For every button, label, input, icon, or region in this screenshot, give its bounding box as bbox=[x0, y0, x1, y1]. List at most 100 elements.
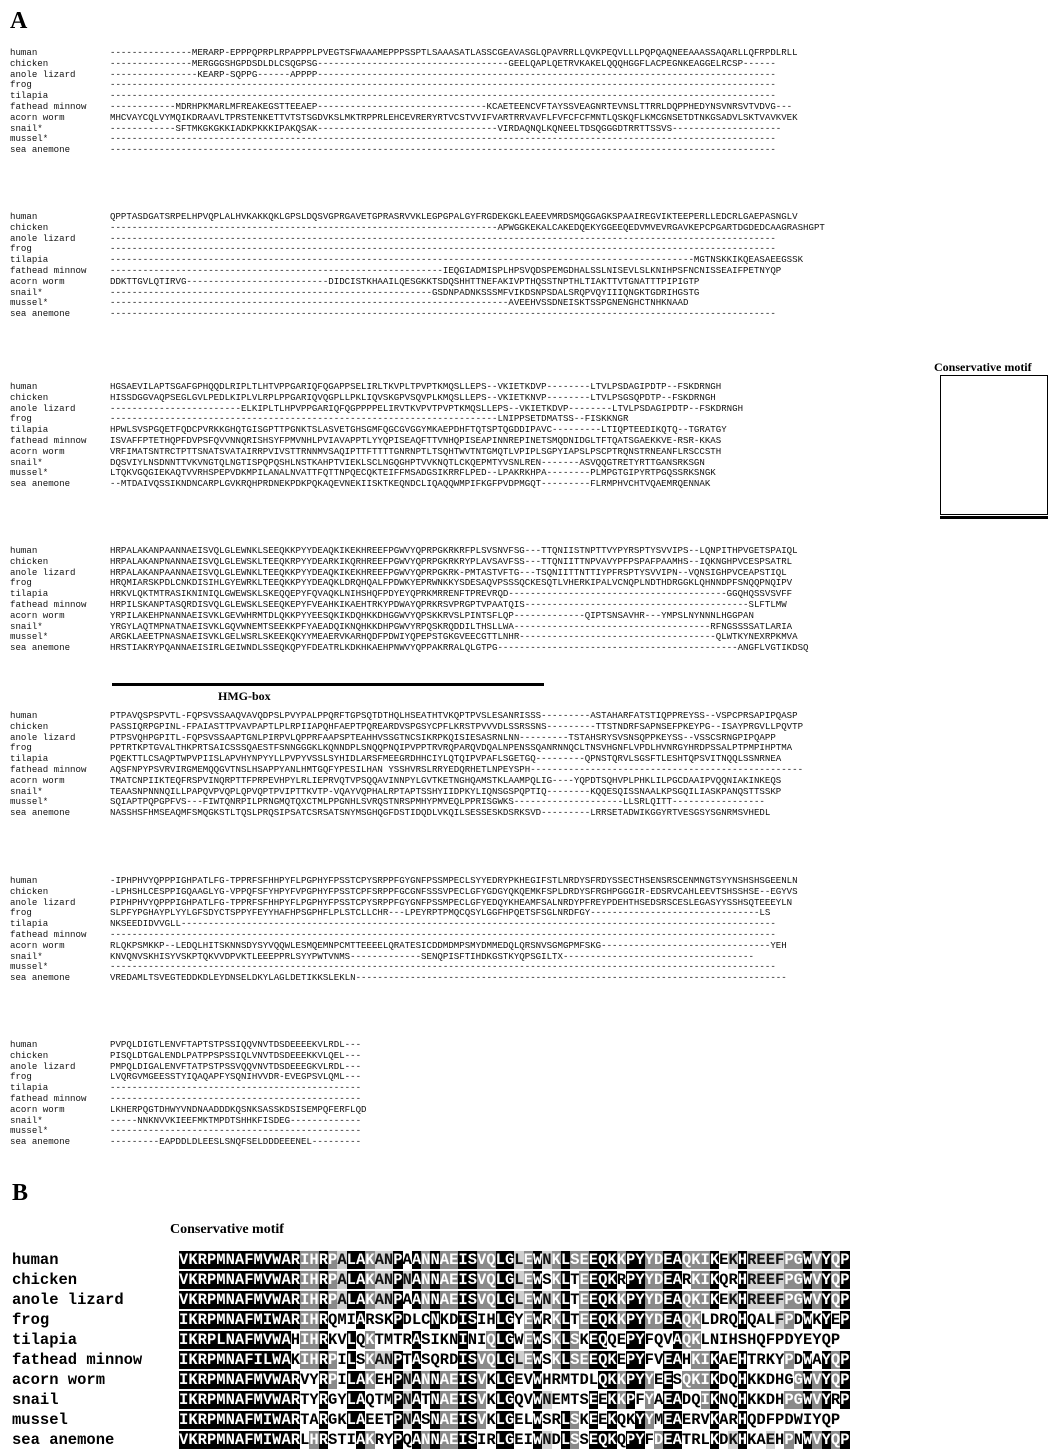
residue: I bbox=[458, 1251, 468, 1269]
alignment-row: snail* ----------------------------------… bbox=[10, 287, 825, 299]
residue: A bbox=[411, 1431, 422, 1449]
residue: K bbox=[607, 1291, 617, 1309]
residue: W bbox=[532, 1371, 543, 1389]
residue: A bbox=[411, 1391, 422, 1409]
residue: M bbox=[216, 1431, 226, 1449]
residue: W bbox=[802, 1391, 813, 1409]
residue: Q bbox=[681, 1331, 692, 1349]
residue: T bbox=[402, 1351, 412, 1369]
residue: S bbox=[737, 1331, 748, 1349]
sequence-text: DDKTTGVLQTIRVG--------------------------… bbox=[110, 275, 700, 287]
species-name: snail* bbox=[10, 457, 43, 468]
alignment-row: snail* KNVQNVSKHISYVSKPTQKVVDPVKTLEEEPPRL… bbox=[10, 951, 798, 963]
residue: D bbox=[756, 1411, 766, 1429]
residue: Y bbox=[821, 1251, 831, 1269]
residue: K bbox=[626, 1411, 636, 1429]
sequence-text: HRKVLQKTMTRASIKNINIQLGWEWSKLSKEQQEPYFQVA… bbox=[110, 588, 793, 600]
residue: E bbox=[449, 1371, 459, 1389]
residue: P bbox=[840, 1311, 850, 1329]
residue: H bbox=[737, 1411, 748, 1429]
species-name: frog bbox=[10, 1072, 32, 1083]
residue: D bbox=[653, 1431, 664, 1449]
residue: D bbox=[709, 1311, 720, 1329]
residue: A bbox=[281, 1331, 291, 1349]
alignment-row: mussel* ---------------------------------… bbox=[10, 1126, 367, 1137]
residue: A bbox=[756, 1311, 766, 1329]
alignment-row: frog ------------------------------------… bbox=[10, 80, 798, 91]
residue: R bbox=[197, 1351, 207, 1369]
residue: E bbox=[523, 1351, 533, 1369]
species-name: human bbox=[10, 1040, 38, 1050]
sequence-text: ------------MDRHPKMARLMFREAKEGSTTEEAEP--… bbox=[110, 100, 793, 112]
residue: T bbox=[383, 1411, 394, 1429]
residue: G bbox=[793, 1271, 803, 1289]
residue: T bbox=[300, 1391, 310, 1409]
residue: A bbox=[672, 1351, 682, 1369]
residue: H bbox=[737, 1291, 748, 1309]
residue: K bbox=[691, 1311, 701, 1329]
residue: K bbox=[616, 1371, 626, 1389]
residue: R bbox=[290, 1371, 301, 1389]
species-name: fathead minnow bbox=[10, 599, 87, 610]
residue: Y bbox=[644, 1311, 654, 1329]
residue: E bbox=[551, 1391, 561, 1409]
sequence-text: ----------------------------------------… bbox=[110, 264, 782, 276]
residue: A bbox=[672, 1291, 682, 1309]
species-name: chicken bbox=[10, 721, 49, 732]
residue: S bbox=[467, 1311, 477, 1329]
residue: A bbox=[719, 1351, 729, 1369]
residue: E bbox=[579, 1291, 589, 1309]
alignment-row: frog ------------------------------------… bbox=[10, 244, 825, 255]
residue: F bbox=[765, 1411, 775, 1429]
alignment-block: human -IPHPHVYQPPPIGHPATLFG-TPPRFSFHHPYFL… bbox=[10, 875, 798, 984]
alignment-block: human ---------------MERARP-EPPPQPRPLRPAP… bbox=[10, 47, 798, 156]
species-name: sea anemone bbox=[10, 973, 71, 984]
sequence-text: ----------------------------------------… bbox=[110, 90, 776, 102]
residue: Y bbox=[635, 1371, 645, 1389]
residue: P bbox=[206, 1351, 217, 1369]
residue: K bbox=[709, 1271, 720, 1289]
residue: E bbox=[765, 1291, 775, 1309]
residue: Y bbox=[821, 1311, 831, 1329]
residue: M bbox=[216, 1311, 226, 1329]
residue: L bbox=[411, 1311, 422, 1329]
residue: V bbox=[523, 1391, 533, 1409]
residue: A bbox=[355, 1271, 366, 1289]
residue: H bbox=[681, 1351, 692, 1369]
alignment-row: chicken -LPHSHLCESPPIGQAAGLYG-VPPQFSFYHPY… bbox=[10, 885, 798, 898]
species-name: snail* bbox=[10, 123, 43, 134]
sequence-text: ----------------------------------------… bbox=[110, 961, 776, 973]
residue: R bbox=[197, 1331, 207, 1349]
residue: S bbox=[421, 1351, 431, 1369]
residue: G bbox=[793, 1391, 803, 1409]
sequence-text: --MTDAIVQSSIKNDNCARPLGVKRQHPRDNEKPDKPQKA… bbox=[110, 478, 711, 490]
residue: A bbox=[439, 1371, 450, 1389]
residue: I bbox=[262, 1411, 273, 1429]
residue: I bbox=[300, 1271, 310, 1289]
residue: T bbox=[300, 1411, 310, 1429]
residue: N bbox=[421, 1371, 431, 1389]
residue: E bbox=[663, 1271, 673, 1289]
sequence-text: -LPHSHLCESPPIGQAAGLYG-VPPQFSFYHPYFVPGPHY… bbox=[110, 885, 798, 897]
residue: Y bbox=[644, 1271, 654, 1289]
residue: R bbox=[747, 1251, 757, 1269]
residue: N bbox=[225, 1251, 235, 1269]
species-name: acorn worm bbox=[10, 940, 65, 951]
residue: I bbox=[300, 1291, 310, 1309]
residue: K bbox=[188, 1431, 198, 1449]
residue: P bbox=[840, 1291, 850, 1309]
residue: K bbox=[709, 1411, 720, 1429]
residue: K bbox=[691, 1331, 701, 1349]
residue: E bbox=[449, 1391, 459, 1409]
residue: Q bbox=[691, 1391, 701, 1409]
residue: K bbox=[691, 1271, 701, 1289]
residue: D bbox=[551, 1431, 561, 1449]
residue: G bbox=[793, 1251, 803, 1269]
residue: P bbox=[830, 1331, 841, 1349]
residue: V bbox=[523, 1371, 533, 1389]
residue: T bbox=[393, 1331, 403, 1349]
residue: R bbox=[374, 1431, 384, 1449]
residue: Q bbox=[365, 1391, 375, 1409]
sequence-text: PASSIQRPGPINL-FPAIASTTPVAVPAPTLPLRPIIAPQ… bbox=[110, 720, 804, 732]
species-name: mussel* bbox=[10, 962, 49, 973]
